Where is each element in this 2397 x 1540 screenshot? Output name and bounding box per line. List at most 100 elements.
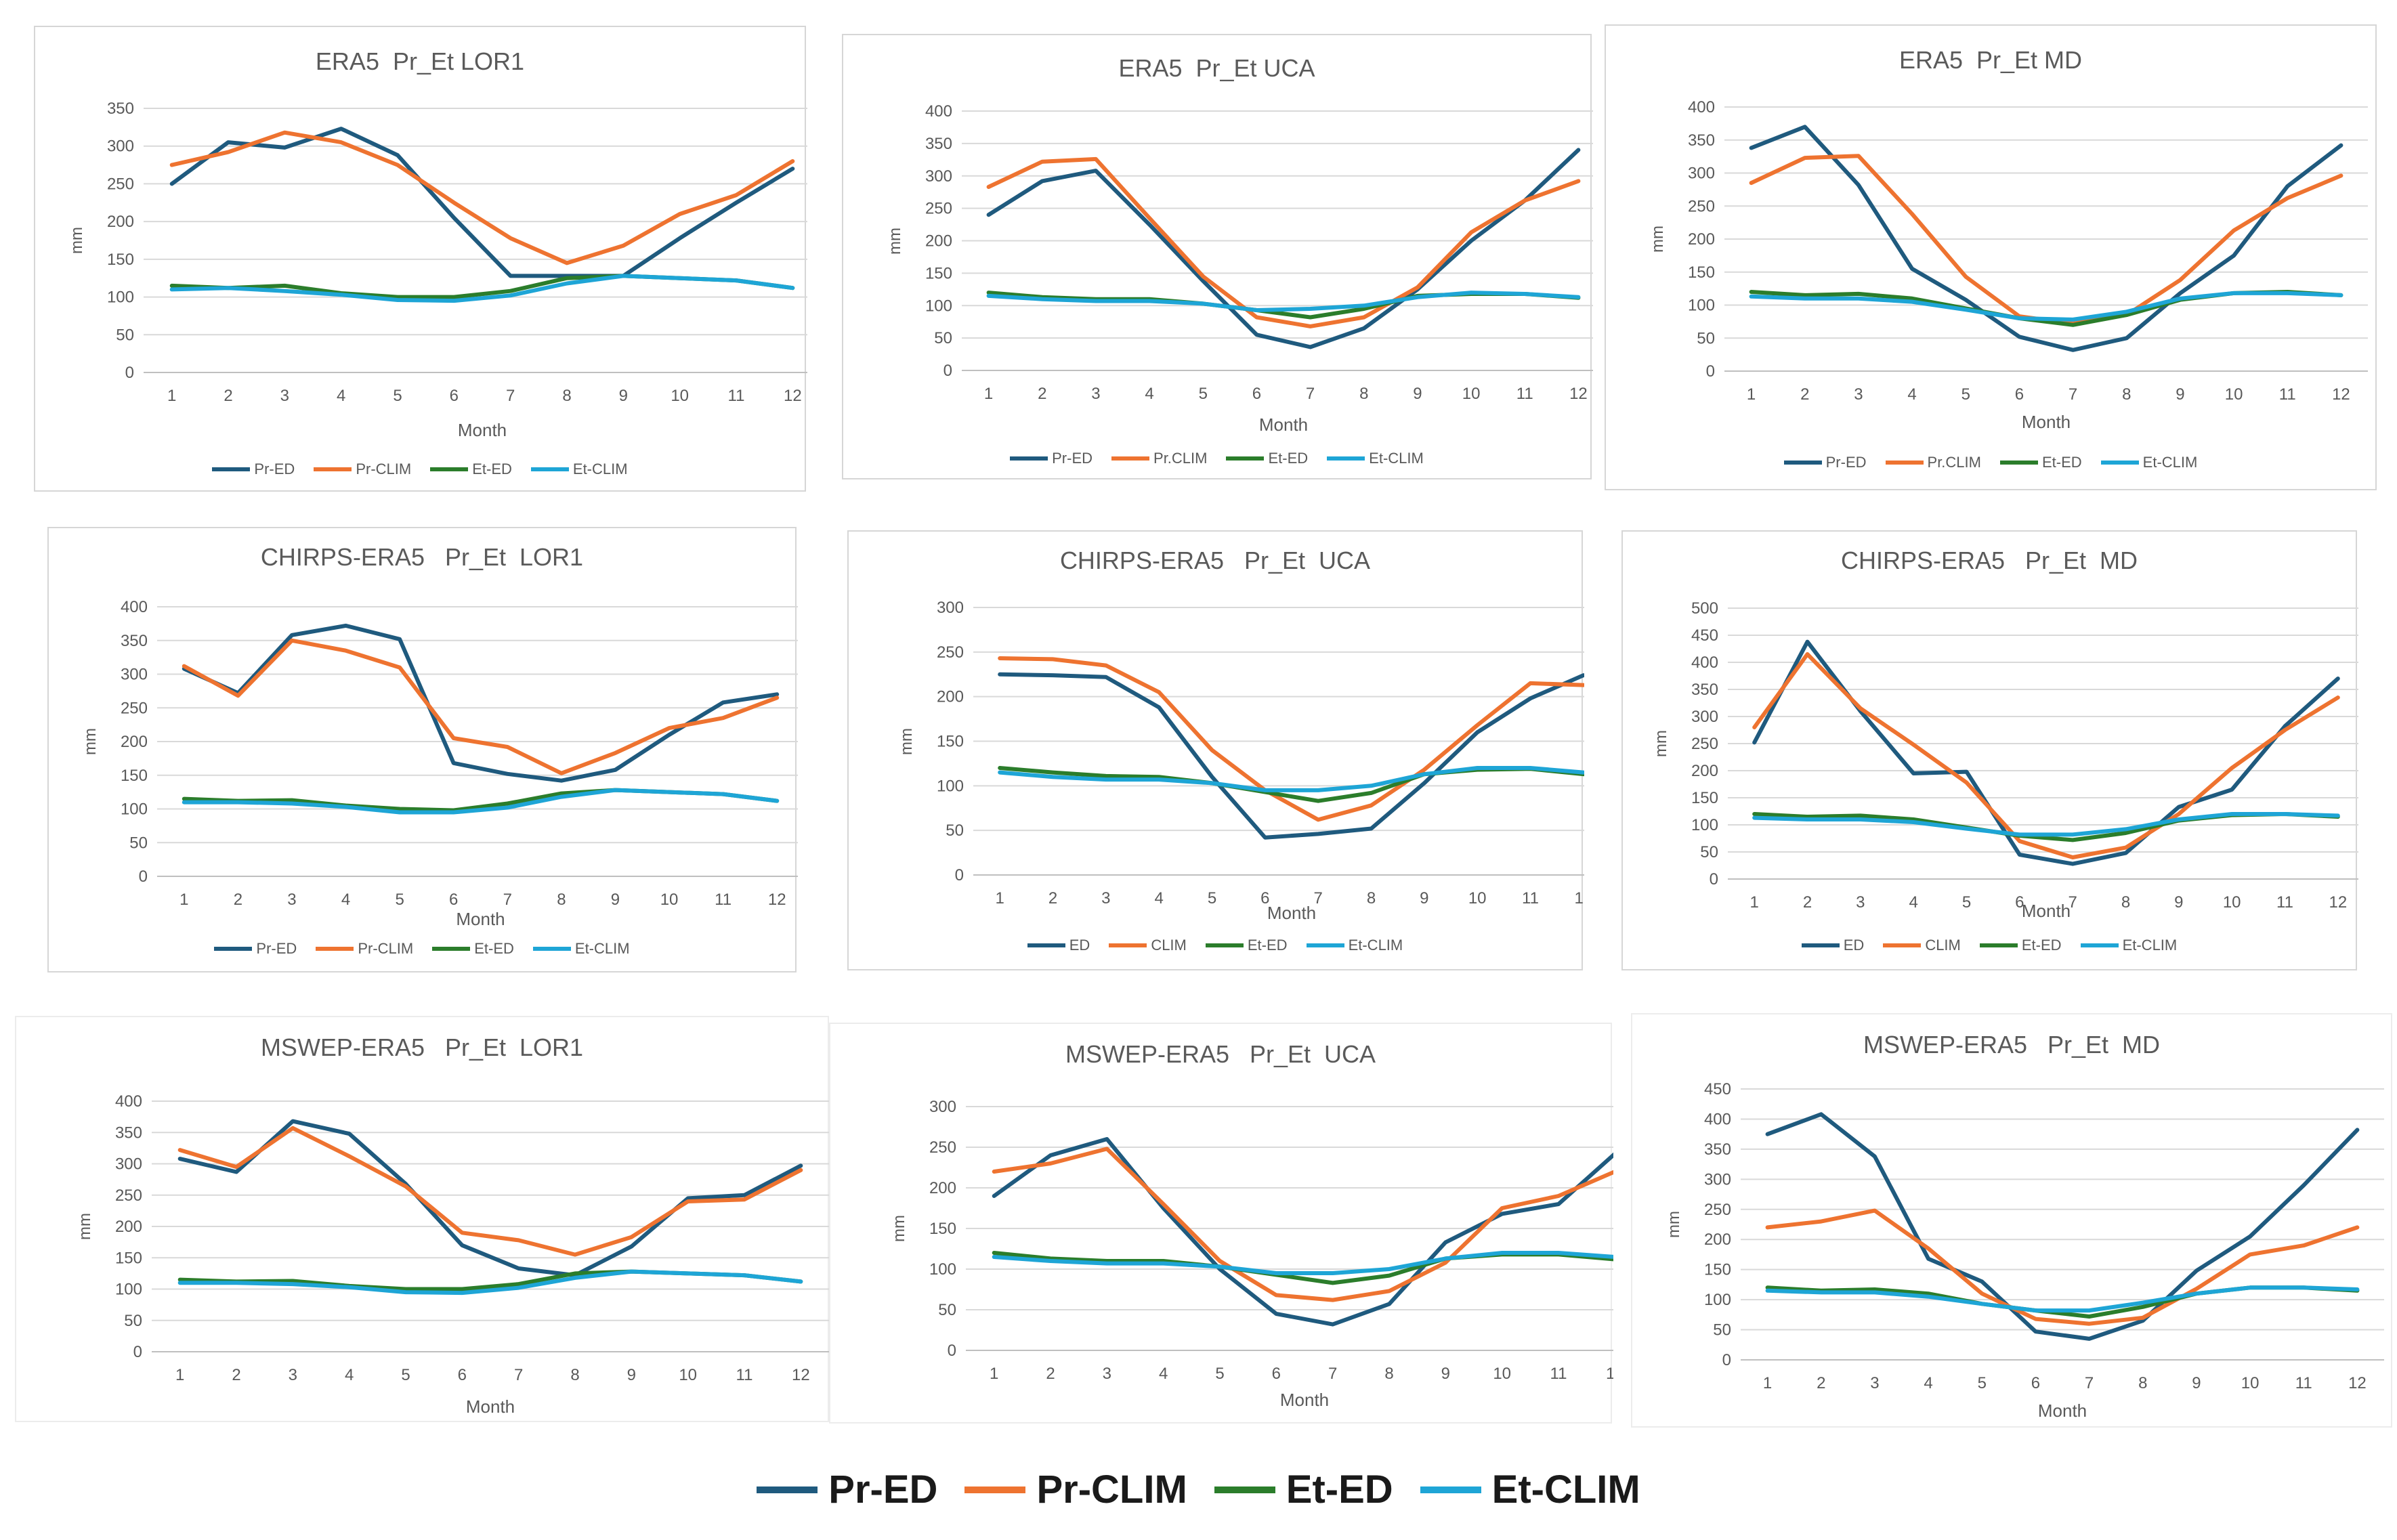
y-tick-label: 450 xyxy=(1704,1080,1731,1098)
x-tick-label: 1 xyxy=(175,1366,184,1384)
chart-title: ERA5 Pr_Et LOR1 xyxy=(315,47,525,75)
chart-panel: ERA5 Pr_Et MD 0 50 100 150 200 250 300 350 400 1 2 3… xyxy=(1605,24,2377,490)
y-tick-label: 300 xyxy=(121,666,148,684)
y-tick-label: 300 xyxy=(1688,165,1715,183)
legend-label: Pr-ED xyxy=(256,940,297,957)
series-line xyxy=(992,1251,1613,1275)
y-tick-label: 100 xyxy=(929,1260,956,1279)
y-tick-label: 0 xyxy=(948,1342,956,1360)
legend-swatch xyxy=(1205,943,1244,947)
legend-label: CLIM xyxy=(1925,937,1961,954)
y-tick-label: 250 xyxy=(925,200,952,218)
x-tick-label: 8 xyxy=(570,1366,579,1384)
x-tick-label: 11 xyxy=(1522,889,1539,907)
chart-title: CHIRPS-ERA5 Pr_Et UCA xyxy=(1059,547,1371,574)
x-tick-label: 7 xyxy=(2069,385,2077,404)
legend-swatch xyxy=(1010,456,1048,461)
series-line xyxy=(998,672,1584,840)
legend-swatch xyxy=(1783,461,1822,465)
x-tick-label: 3 xyxy=(280,387,289,405)
y-axis-label: mm xyxy=(1664,1211,1683,1238)
legend-label: Et-ED xyxy=(1268,450,1309,467)
x-axis-label: Month xyxy=(1267,903,1317,923)
y-tick-label: 400 xyxy=(115,1092,142,1111)
legend-item: Pr.CLIM xyxy=(1885,454,1981,471)
y-tick-label: 300 xyxy=(937,599,964,617)
legend-item: Et-ED xyxy=(1226,450,1308,467)
x-tick-label: 5 xyxy=(1215,1365,1224,1383)
chart-title: CHIRPS-ERA5 Pr_Et LOR1 xyxy=(260,543,584,571)
y-tick-label: 200 xyxy=(925,232,952,251)
x-tick-label: 12 xyxy=(792,1366,810,1384)
x-tick-label: 4 xyxy=(1907,385,1916,404)
y-tick-label: 250 xyxy=(937,643,964,662)
bottom-legend-label: Et-CLIM xyxy=(1491,1468,1640,1512)
x-tick-label: 11 xyxy=(1550,1365,1567,1383)
bottom-legend-item: Et-ED xyxy=(1214,1467,1393,1512)
chart-title: MSWEP-ERA5 Pr_Et UCA xyxy=(1065,1040,1376,1068)
y-tick-label: 50 xyxy=(129,834,148,852)
legend-item: ED xyxy=(1801,937,1864,954)
x-tick-label: 8 xyxy=(2122,385,2131,404)
legend-label: Pr-CLIM xyxy=(358,940,414,957)
legend-label: Pr.CLIM xyxy=(1927,454,1981,471)
legend-item: Et-ED xyxy=(1999,454,2082,471)
x-tick-label: 4 xyxy=(1145,385,1153,403)
legend-item: Pr.CLIM xyxy=(1111,450,1207,467)
x-tick-label: 12 xyxy=(1569,385,1588,403)
chart-panel: ERA5 Pr_Et UCA 0 50 100 150 200 250 300 350 400 1 2… xyxy=(842,34,1593,479)
x-tick-label: 12 xyxy=(784,387,802,405)
y-tick-label: 0 xyxy=(1706,362,1715,381)
y-tick-label: 100 xyxy=(121,800,148,819)
series-line xyxy=(1752,652,2340,859)
y-axis-label: mm xyxy=(885,227,904,255)
legend-swatch xyxy=(530,467,569,471)
y-tick-label: 50 xyxy=(938,1301,956,1319)
x-tick-label: 11 xyxy=(736,1366,753,1384)
x-tick-label: 5 xyxy=(393,387,402,405)
y-tick-label: 300 xyxy=(107,137,134,156)
series-line xyxy=(1749,125,2343,352)
series-line xyxy=(992,1137,1613,1327)
x-tick-label: 2 xyxy=(234,891,242,909)
x-tick-label: 1 xyxy=(1749,893,1758,912)
bottom-legend: Pr-ED Pr-CLIM Et-ED Et-CLIM xyxy=(0,1467,2397,1512)
chart-panel: ERA5 Pr_Et LOR1 0 50 100 150 200 250 300 350 1 2 3 4… xyxy=(34,26,807,492)
x-tick-label: 7 xyxy=(2068,893,2077,912)
legend-swatch xyxy=(1885,461,1924,465)
legend-item: Et-CLIM xyxy=(1306,937,1403,954)
x-tick-label: 1 xyxy=(167,387,176,405)
x-tick-label: 6 xyxy=(2031,1374,2040,1392)
y-axis-label: mm xyxy=(889,1215,908,1242)
y-tick-label: 350 xyxy=(925,135,952,153)
x-tick-label: 1 xyxy=(990,1365,998,1383)
x-tick-label: 9 xyxy=(2174,893,2183,912)
legend-swatch xyxy=(1027,943,1065,947)
x-tick-label: 8 xyxy=(562,387,571,405)
series-line xyxy=(998,766,1584,803)
x-tick-label: 3 xyxy=(1856,893,1865,912)
x-tick-label: 3 xyxy=(1103,1365,1111,1383)
bottom-legend-label: Pr-ED xyxy=(828,1468,938,1512)
x-tick-label: 8 xyxy=(2121,893,2130,912)
y-tick-label: 150 xyxy=(1704,1261,1731,1279)
y-tick-label: 100 xyxy=(1691,816,1718,834)
x-tick-label: 9 xyxy=(627,1366,636,1384)
chart-legend: ED CLIM Et-ED Et-CLIM xyxy=(1623,937,2356,954)
legend-item: Pr-CLIM xyxy=(316,940,413,958)
legend-item: Et-ED xyxy=(432,940,514,958)
y-tick-label: 0 xyxy=(1710,870,1718,889)
legend-swatch xyxy=(432,947,471,951)
y-tick-label: 0 xyxy=(139,868,148,886)
series-line xyxy=(1752,812,2340,837)
y-tick-label: 150 xyxy=(929,1220,956,1238)
legend-swatch-et-clim xyxy=(1420,1486,1481,1493)
x-tick-label: 5 xyxy=(401,1366,410,1384)
x-tick-label: 12 xyxy=(2348,1374,2367,1392)
y-tick-label: 350 xyxy=(121,632,148,650)
y-tick-label: 0 xyxy=(943,362,952,380)
y-tick-label: 200 xyxy=(121,733,148,751)
